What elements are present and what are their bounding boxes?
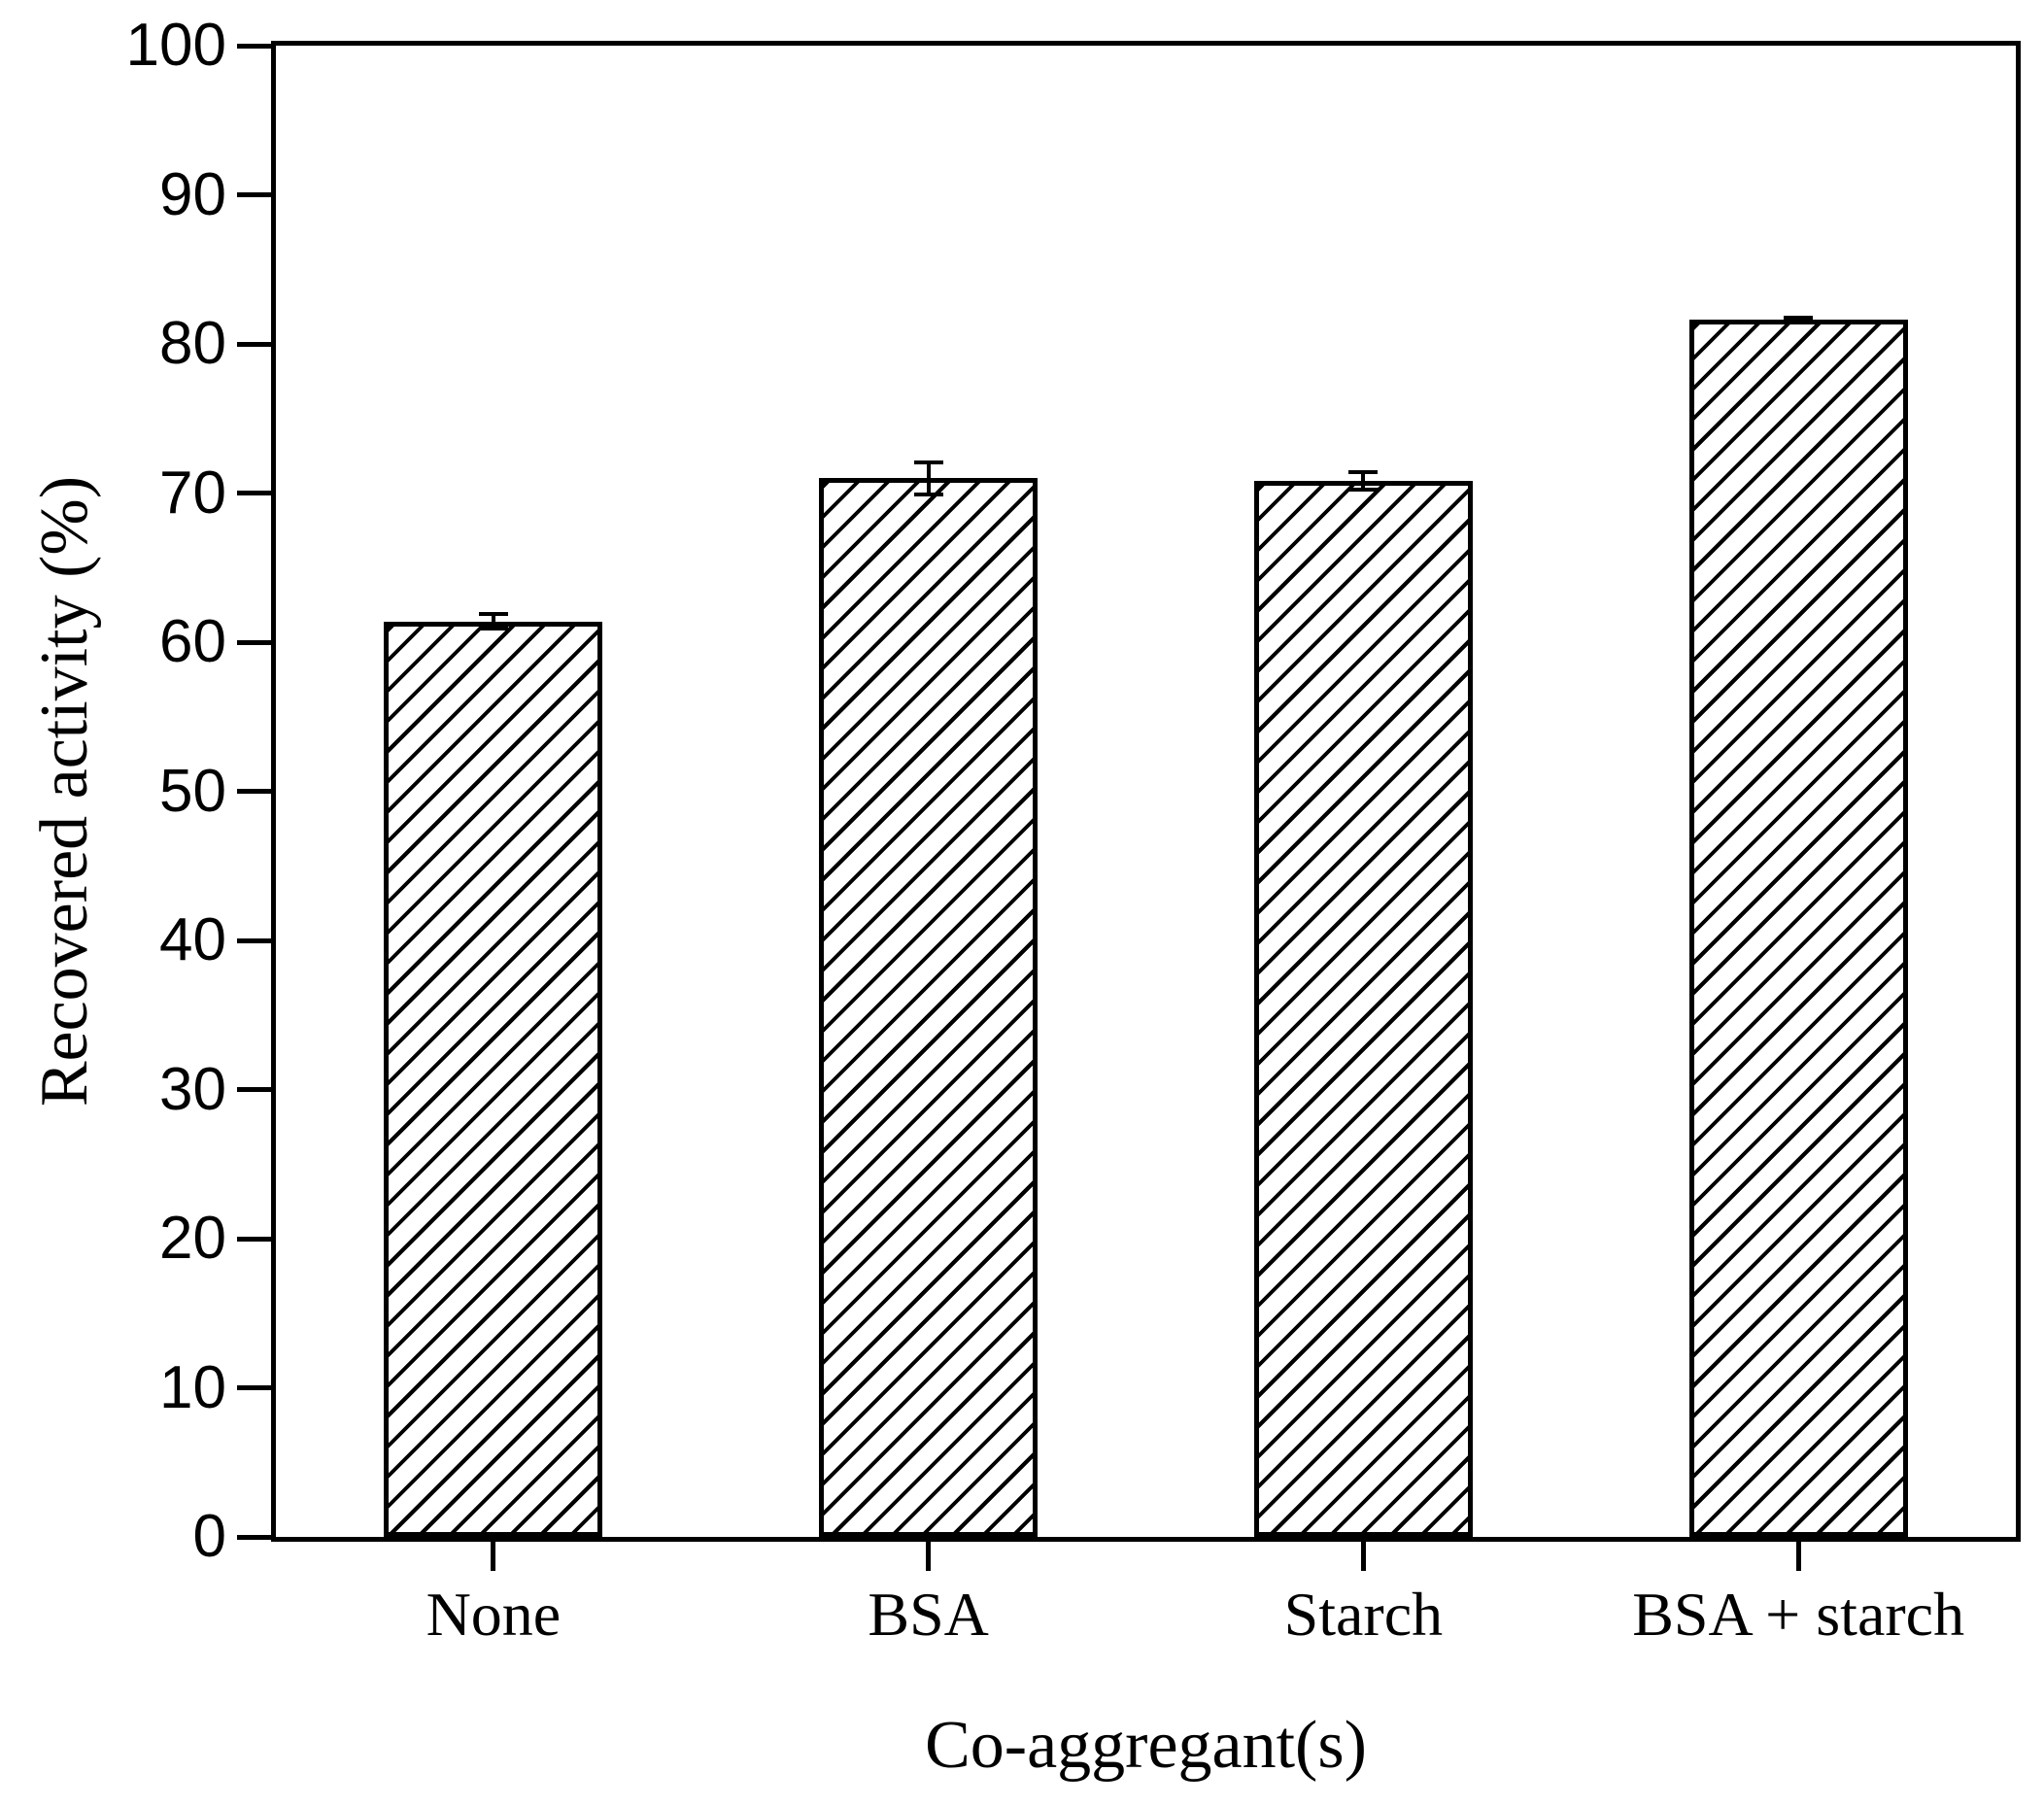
x-category-label: Starch: [1283, 1580, 1444, 1649]
error-bar-cap-top: [1784, 315, 1814, 320]
y-tick: [237, 789, 276, 794]
y-tick-label: 0: [192, 1503, 226, 1570]
y-tick: [237, 43, 276, 49]
x-category-label: None: [426, 1580, 562, 1649]
y-tick: [237, 639, 276, 645]
x-category-label: BSA + starch: [1632, 1580, 1965, 1649]
y-tick: [237, 1534, 276, 1540]
error-bar-cap-bottom: [1784, 321, 1814, 325]
plot-area: 0 10 20 30 40 50 60 70 80 90 100 None BSA Starch BSA …: [126, 16, 2021, 1780]
y-tick: [237, 1087, 276, 1092]
bar: [1688, 320, 1908, 1537]
y-tick-label: 50: [159, 757, 226, 825]
y-tick: [237, 1385, 276, 1390]
x-tick: [1795, 1537, 1801, 1571]
y-tick-label: 60: [159, 608, 226, 675]
error-bar-cap-bottom: [913, 492, 943, 496]
error-bar-stem: [1796, 315, 1801, 325]
error-bar-cap-top: [1348, 470, 1379, 475]
error-bar: [478, 612, 508, 630]
x-tick: [926, 1537, 932, 1571]
y-tick-label: 100: [125, 12, 226, 79]
error-bar-cap-bottom: [1348, 487, 1379, 492]
x-tick: [1360, 1537, 1366, 1571]
error-bar-cap-top: [913, 460, 943, 464]
y-tick: [237, 192, 276, 197]
error-bar: [913, 460, 943, 496]
y-tick-label: 10: [159, 1353, 226, 1421]
bar: [384, 621, 603, 1537]
bar: [819, 478, 1039, 1537]
y-tick-label: 90: [159, 160, 226, 228]
error-bar: [1784, 315, 1814, 325]
error-bar-cap-bottom: [478, 626, 508, 630]
error-bar-stem: [491, 612, 495, 630]
error-bar-cap-top: [478, 612, 508, 617]
y-tick-label: 80: [159, 310, 226, 377]
error-bar-stem: [1361, 470, 1366, 492]
y-tick-label: 40: [159, 906, 226, 973]
y-tick: [237, 491, 276, 495]
y-tick: [237, 937, 276, 943]
error-bar: [1348, 470, 1379, 492]
error-bar-stem: [926, 460, 931, 496]
x-category-label: BSA: [868, 1580, 989, 1649]
y-tick-label: 30: [159, 1055, 226, 1123]
y-tick-label: 70: [159, 459, 226, 527]
y-tick: [237, 341, 276, 347]
y-tick: [237, 1236, 276, 1242]
y-tick-label: 20: [159, 1205, 226, 1272]
bar: [1253, 481, 1473, 1537]
x-axis-title: Co-aggregant(s): [925, 1708, 1367, 1783]
x-tick: [491, 1537, 496, 1571]
